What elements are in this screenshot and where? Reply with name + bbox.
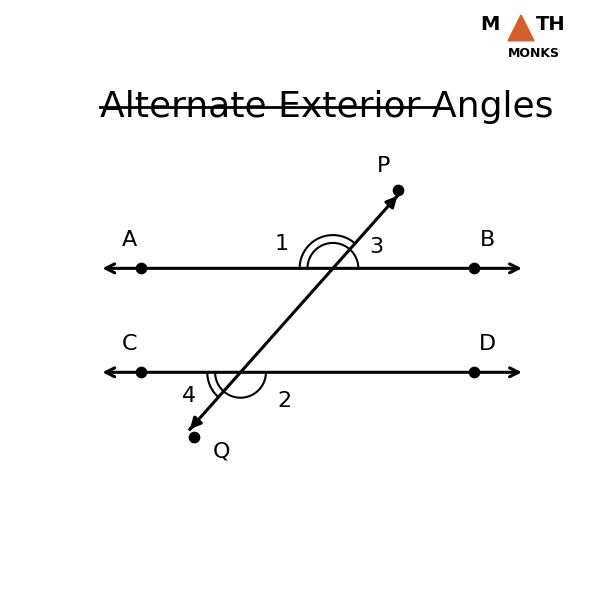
Point (469, 263, 479, 273)
Polygon shape (508, 15, 534, 41)
Text: MONKS: MONKS (508, 47, 560, 60)
Text: D: D (479, 334, 496, 354)
Text: 3: 3 (370, 237, 384, 257)
Text: TH: TH (536, 15, 566, 34)
Point (393, 185, 403, 194)
Text: 4: 4 (182, 386, 196, 406)
Point (469, 367, 479, 377)
Text: 1: 1 (274, 235, 288, 254)
Text: A: A (122, 230, 137, 250)
Text: 2: 2 (277, 391, 292, 411)
Text: M: M (480, 15, 499, 34)
Text: Alternate Exterior Angles: Alternate Exterior Angles (100, 91, 553, 124)
Text: P: P (377, 156, 391, 176)
Text: B: B (480, 230, 496, 250)
Text: C: C (122, 334, 137, 354)
Point (190, 432, 199, 442)
Text: Q: Q (213, 442, 230, 461)
Point (136, 263, 146, 273)
Point (136, 367, 146, 377)
